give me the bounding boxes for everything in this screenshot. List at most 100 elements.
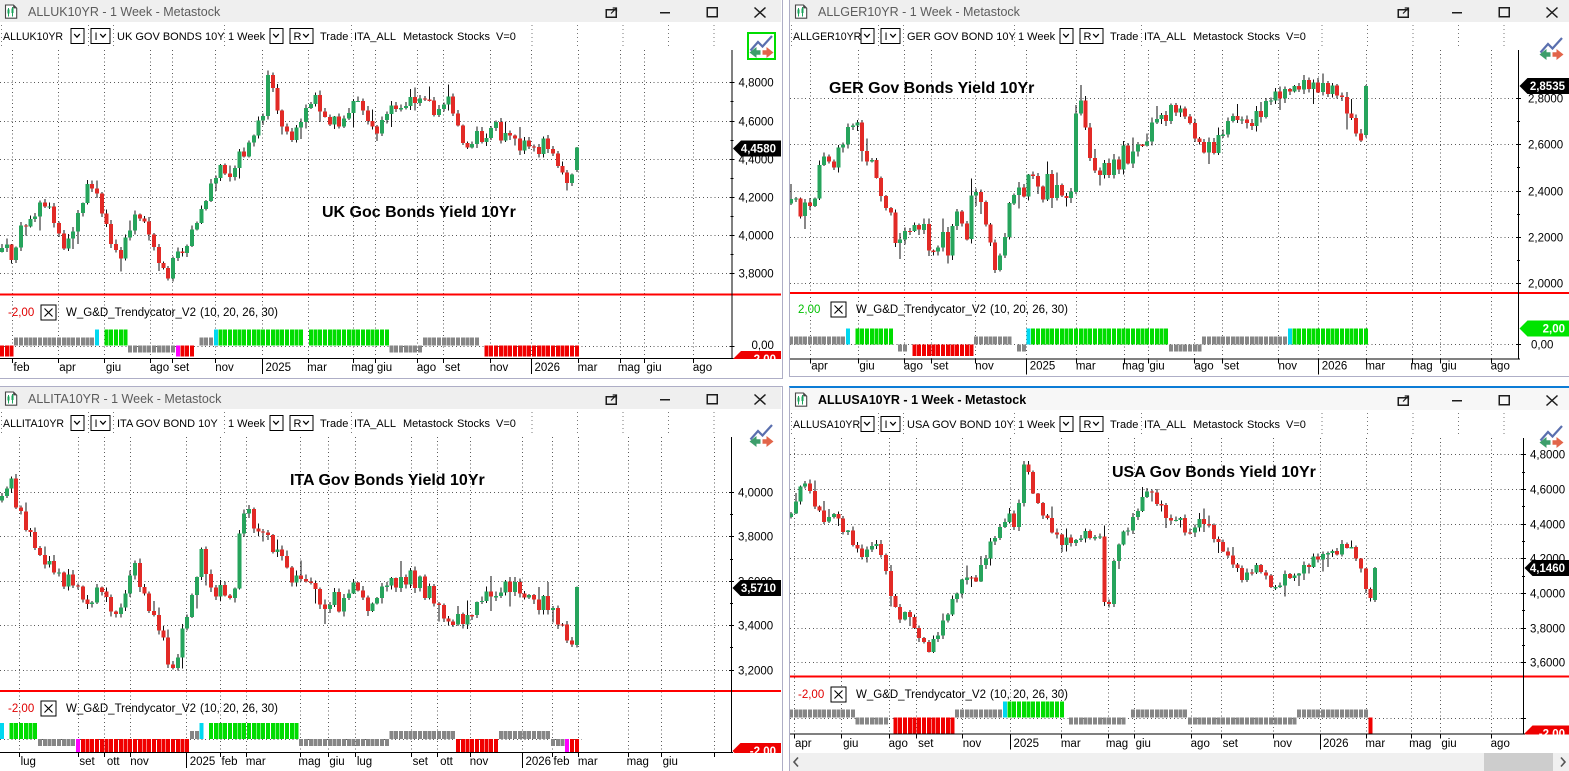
svg-text:set: set xyxy=(445,362,461,374)
svg-text:Trade: Trade xyxy=(320,418,348,430)
svg-text:2026: 2026 xyxy=(1322,361,1348,373)
svg-text:ago: ago xyxy=(693,362,712,374)
svg-text:Metastock: Metastock xyxy=(403,418,454,430)
svg-text:ago: ago xyxy=(1194,361,1213,373)
svg-text:ott: ott xyxy=(107,756,121,768)
svg-text:(10, 20, 26, 30): (10, 20, 26, 30) xyxy=(990,304,1068,316)
svg-text:4,8000: 4,8000 xyxy=(1530,450,1565,462)
svg-text:mar: mar xyxy=(1061,738,1081,750)
svg-text:mar: mar xyxy=(1076,361,1096,373)
svg-text:apr: apr xyxy=(811,361,828,373)
svg-text:giu: giu xyxy=(377,362,392,374)
svg-text:set: set xyxy=(79,756,95,768)
svg-text:Trade: Trade xyxy=(1110,31,1138,43)
svg-text:Trade: Trade xyxy=(1110,419,1138,431)
svg-text:giu: giu xyxy=(1441,738,1456,750)
svg-text:(10, 20, 26, 30): (10, 20, 26, 30) xyxy=(200,307,278,319)
svg-text:2025: 2025 xyxy=(266,362,292,374)
svg-text:4,6000: 4,6000 xyxy=(739,117,774,129)
svg-text:mar: mar xyxy=(246,756,266,768)
svg-text:mag: mag xyxy=(1106,738,1128,750)
svg-text:Stocks: Stocks xyxy=(457,418,491,430)
svg-text:2025: 2025 xyxy=(190,756,216,768)
svg-text:V=0: V=0 xyxy=(496,418,516,430)
svg-text:nov: nov xyxy=(215,362,234,374)
svg-text:ago: ago xyxy=(889,738,908,750)
svg-text:UK GOV BONDS 10Y: UK GOV BONDS 10Y xyxy=(117,31,225,43)
svg-text:apr: apr xyxy=(795,738,812,750)
svg-text:lug: lug xyxy=(357,756,372,768)
svg-text:W_G&D_Trendycator_V2: W_G&D_Trendycator_V2 xyxy=(66,703,196,715)
svg-text:1 Week: 1 Week xyxy=(228,31,266,43)
svg-text:lug: lug xyxy=(21,756,36,768)
svg-text:USA GOV BOND 10Y: USA GOV BOND 10Y xyxy=(907,419,1015,431)
svg-text:mar: mar xyxy=(578,362,598,374)
svg-text:4,0000: 4,0000 xyxy=(1530,589,1565,601)
svg-text:R: R xyxy=(294,418,302,430)
svg-text:4,0000: 4,0000 xyxy=(739,231,774,243)
svg-text:3,8000: 3,8000 xyxy=(738,532,773,544)
svg-text:apr: apr xyxy=(59,362,76,374)
svg-text:3,4000: 3,4000 xyxy=(738,621,773,633)
svg-text:2025: 2025 xyxy=(1030,361,1056,373)
svg-text:set: set xyxy=(174,362,190,374)
svg-text:mag: mag xyxy=(1410,361,1432,373)
svg-text:-2,00: -2,00 xyxy=(8,703,34,715)
svg-text:2026: 2026 xyxy=(526,756,552,768)
svg-text:mar: mar xyxy=(307,362,327,374)
svg-text:ALLITA10YR - 1 Week - Metastoc: ALLITA10YR - 1 Week - Metastock xyxy=(28,392,222,406)
svg-text:giu: giu xyxy=(1441,361,1456,373)
svg-text:ago: ago xyxy=(1491,361,1510,373)
svg-text:I: I xyxy=(885,31,888,43)
svg-text:mar: mar xyxy=(578,756,598,768)
svg-text:(10, 20, 26, 30): (10, 20, 26, 30) xyxy=(990,689,1068,701)
svg-text:4,2000: 4,2000 xyxy=(739,193,774,205)
svg-text:feb: feb xyxy=(222,756,238,768)
svg-text:giu: giu xyxy=(106,362,121,374)
svg-text:R: R xyxy=(1084,419,1092,431)
svg-text:ALLGER10YR - 1 Week - Metastoc: ALLGER10YR - 1 Week - Metastock xyxy=(818,5,1021,19)
svg-text:ITA_ALL: ITA_ALL xyxy=(1144,419,1186,431)
svg-text:ALLUK10YR - 1 Week - Metastock: ALLUK10YR - 1 Week - Metastock xyxy=(28,5,221,19)
svg-text:Trade: Trade xyxy=(320,31,348,43)
svg-text:giu: giu xyxy=(843,738,858,750)
svg-text:mag: mag xyxy=(351,362,373,374)
svg-text:Stocks: Stocks xyxy=(1247,419,1281,431)
svg-text:set: set xyxy=(933,361,949,373)
svg-text:giu: giu xyxy=(859,361,874,373)
svg-text:set: set xyxy=(1224,361,1240,373)
svg-text:giu: giu xyxy=(1136,738,1151,750)
svg-text:mag: mag xyxy=(298,756,320,768)
svg-text:ALLUSA10YR: ALLUSA10YR xyxy=(793,419,860,431)
svg-text:giu: giu xyxy=(329,756,344,768)
svg-text:2,2000: 2,2000 xyxy=(1528,233,1563,245)
svg-text:-2,00: -2,00 xyxy=(8,307,34,319)
svg-text:ITA GOV BOND 10Y: ITA GOV BOND 10Y xyxy=(117,418,218,430)
svg-text:ago: ago xyxy=(1191,738,1210,750)
svg-text:R: R xyxy=(294,31,302,43)
svg-text:V=0: V=0 xyxy=(496,31,516,43)
svg-text:ITA_ALL: ITA_ALL xyxy=(354,418,396,430)
svg-text:ago: ago xyxy=(150,362,169,374)
svg-text:giu: giu xyxy=(646,362,661,374)
svg-text:2,4000: 2,4000 xyxy=(1528,187,1563,199)
svg-text:4,0000: 4,0000 xyxy=(738,488,773,500)
svg-text:I: I xyxy=(885,419,888,431)
svg-text:Metastock: Metastock xyxy=(403,31,454,43)
svg-text:mag: mag xyxy=(1409,738,1431,750)
svg-text:W_G&D_Trendycator_V2: W_G&D_Trendycator_V2 xyxy=(856,689,986,701)
svg-text:2,00: 2,00 xyxy=(1543,324,1565,336)
svg-text:Stocks: Stocks xyxy=(1247,31,1281,43)
svg-text:4,4000: 4,4000 xyxy=(739,155,774,167)
svg-text:nov: nov xyxy=(130,756,149,768)
svg-text:I: I xyxy=(95,31,98,43)
svg-text:ott: ott xyxy=(440,756,454,768)
svg-text:ago: ago xyxy=(1491,738,1510,750)
svg-text:R: R xyxy=(1084,31,1092,43)
svg-text:ALLUSA10YR - 1 Week - Metastoc: ALLUSA10YR - 1 Week - Metastock xyxy=(818,393,1026,407)
svg-text:4,1460: 4,1460 xyxy=(1530,563,1565,575)
svg-text:mag: mag xyxy=(627,756,649,768)
svg-text:I: I xyxy=(95,418,98,430)
svg-text:1 Week: 1 Week xyxy=(1018,31,1056,43)
svg-text:3,2000: 3,2000 xyxy=(738,666,773,678)
